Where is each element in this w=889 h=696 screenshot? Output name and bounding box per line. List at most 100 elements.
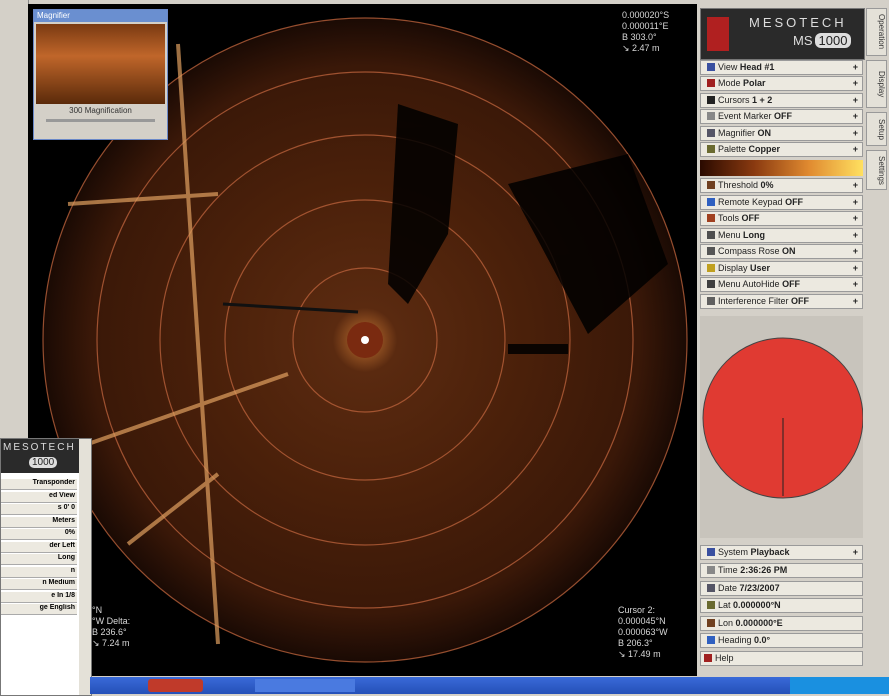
transducer	[361, 336, 369, 344]
menu-item[interactable]: Meters	[1, 517, 77, 528]
item-value: ON	[782, 246, 796, 256]
item-label: Date	[718, 583, 737, 593]
panel-tab[interactable]: Setup	[866, 112, 887, 146]
item-value: ON	[758, 128, 772, 138]
expand-icon[interactable]: +	[853, 77, 858, 90]
menu-item[interactable]: Long	[1, 554, 77, 565]
menu-item[interactable]: Magnifier ON+	[700, 126, 863, 141]
menu-item[interactable]: Lon 0.000000°E	[700, 616, 863, 631]
menu-item[interactable]: Transponder	[1, 479, 77, 490]
panel-tab[interactable]: Operation	[866, 8, 887, 56]
item-icon	[707, 112, 715, 120]
menu-item[interactable]: Compass Rose ON+	[700, 244, 863, 259]
menu-item[interactable]: e In 1/8	[1, 592, 77, 603]
readout-line: B 303.0°	[622, 32, 669, 43]
readout-line: ↘ 2.47 m	[622, 43, 669, 54]
item-label: Tools	[718, 213, 739, 223]
item-value: OFF	[785, 197, 803, 207]
menu-item[interactable]: Event Marker OFF+	[700, 109, 863, 124]
taskbar	[90, 677, 889, 694]
item-value: 0.0°	[754, 635, 770, 645]
item-label: View	[718, 62, 737, 72]
expand-icon[interactable]: +	[853, 127, 858, 140]
item-icon	[707, 181, 715, 189]
expand-icon[interactable]: +	[853, 546, 858, 559]
menu-item[interactable]: Date 7/23/2007	[700, 581, 863, 596]
item-icon	[707, 145, 715, 153]
item-label: Lon	[718, 618, 733, 628]
menu-item[interactable]: Mode Polar+	[700, 76, 863, 91]
item-icon	[707, 264, 715, 272]
menu-item[interactable]: ge English	[1, 604, 77, 615]
item-icon	[707, 619, 715, 627]
model-prefix: MS	[793, 33, 813, 48]
magnified-image	[36, 24, 165, 104]
item-icon	[707, 96, 715, 104]
readout-line: ↘ 7.24 m	[92, 638, 130, 649]
item-value: 0.000000°E	[736, 618, 783, 628]
expand-icon[interactable]: +	[853, 212, 858, 225]
expand-icon[interactable]: +	[853, 245, 858, 258]
shadow	[508, 344, 568, 354]
expand-icon[interactable]: +	[853, 278, 858, 291]
item-value: 7/23/2007	[740, 583, 780, 593]
item-value: Copper	[749, 144, 781, 154]
menu-item[interactable]: Lat 0.000000°N	[700, 598, 863, 613]
menu-item[interactable]: 0%	[1, 529, 77, 540]
brand: MESOTECH	[749, 15, 847, 30]
expand-icon[interactable]: +	[853, 110, 858, 123]
menu-item[interactable]: Remote Keypad OFF+	[700, 195, 863, 210]
menu-item[interactable]: Tools OFF+	[700, 211, 863, 226]
item-label: System	[718, 547, 748, 557]
menu-item[interactable]: Palette Copper+	[700, 142, 863, 157]
start-button[interactable]	[148, 679, 203, 692]
menu-item[interactable]: View Head #1+	[700, 60, 863, 75]
expand-icon[interactable]: +	[853, 94, 858, 107]
item-value: 0%	[761, 180, 774, 190]
item-label: Menu AutoHide	[718, 279, 780, 289]
slider[interactable]	[46, 119, 155, 122]
menu-item[interactable]: Time 2:36:26 PM	[700, 563, 863, 578]
expand-icon[interactable]: +	[853, 61, 858, 74]
menu-item[interactable]: Heading 0.0°	[700, 633, 863, 648]
readout-line: 0.000011°E	[622, 21, 669, 32]
tray	[790, 677, 889, 694]
menu-item[interactable]: n Medium	[1, 579, 77, 590]
menu-item[interactable]: n	[1, 567, 77, 578]
item-value: 2:36:26 PM	[740, 565, 787, 575]
item-icon	[707, 584, 715, 592]
expand-icon[interactable]: +	[853, 295, 858, 308]
item-value: User	[750, 263, 770, 273]
menu-item[interactable]: Menu AutoHide OFF+	[700, 277, 863, 292]
menu-item[interactable]: ed View	[1, 492, 77, 503]
menu-item[interactable]: Menu Long+	[700, 228, 863, 243]
help-button[interactable]: Help	[700, 651, 863, 666]
expand-icon[interactable]: +	[853, 229, 858, 242]
item-label: Lat	[718, 600, 731, 610]
expand-icon[interactable]: +	[853, 143, 858, 156]
readout-line: 0.000020°S	[622, 10, 669, 21]
panel-tab[interactable]: Settings	[866, 150, 887, 190]
expand-icon[interactable]: +	[853, 179, 858, 192]
cursor2-title: Cursor 2:	[618, 605, 668, 616]
readout-line: B 206.3°	[618, 638, 668, 649]
item-value: Long	[743, 230, 765, 240]
magnifier-window: Magnifier 300 Magnification	[33, 9, 168, 140]
expand-icon[interactable]: +	[853, 196, 858, 209]
expand-icon[interactable]: +	[853, 262, 858, 275]
help-label: Help	[715, 653, 734, 663]
menu-item[interactable]: s 0' 0	[1, 504, 77, 515]
panel-tab[interactable]: Display	[866, 60, 887, 108]
menu-item[interactable]: Cursors 1 + 2+	[700, 93, 863, 108]
menu-item[interactable]: Threshold 0%+	[700, 178, 863, 193]
menu-item[interactable]: Interference Filter OFF+	[700, 294, 863, 309]
task-button[interactable]	[255, 679, 355, 692]
menu-item[interactable]: System Playback+	[700, 545, 863, 560]
cursor2-readout: Cursor 2:0.000045°N0.000063°WB 206.3°↘ 1…	[618, 605, 668, 660]
item-label: Cursors	[718, 95, 750, 105]
item-icon	[707, 129, 715, 137]
menu-item[interactable]: der Left	[1, 542, 77, 553]
item-icon	[707, 247, 715, 255]
menu-item[interactable]: Display User+	[700, 261, 863, 276]
